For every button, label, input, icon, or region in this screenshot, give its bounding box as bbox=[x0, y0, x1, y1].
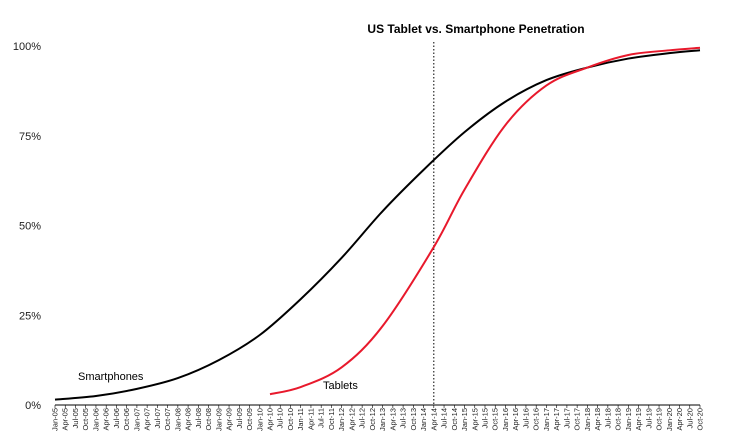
x-tick-label: Jan-14 bbox=[419, 408, 428, 431]
x-tick-label: Jul-14 bbox=[440, 408, 449, 428]
series-labels: Smartphones Tablets bbox=[78, 371, 358, 392]
x-tick-label: Apr-12 bbox=[347, 408, 356, 431]
x-tick-label: Jan-06 bbox=[91, 408, 100, 431]
x-tick-label: Oct-07 bbox=[163, 408, 172, 431]
x-tick-label: Oct-10 bbox=[286, 408, 295, 431]
x-tick-label: Oct-19 bbox=[655, 408, 664, 431]
x-tick-label: Apr-18 bbox=[593, 408, 602, 431]
series-line-tablets bbox=[269, 46, 701, 396]
x-tick-label: Oct-15 bbox=[491, 408, 500, 431]
x-tick-label: Jul-16 bbox=[521, 408, 530, 428]
x-tick-label: Jul-07 bbox=[153, 408, 162, 428]
x-tick-label: Jan-05 bbox=[51, 408, 60, 431]
x-tick-label: Oct-09 bbox=[245, 408, 254, 431]
x-tick-label: Oct-16 bbox=[532, 408, 541, 431]
x-tick-label: Jul-13 bbox=[399, 408, 408, 428]
x-tick-label: Oct-08 bbox=[204, 408, 213, 431]
x-tick-label: Jul-10 bbox=[276, 408, 285, 428]
x-tick-label: Jul-12 bbox=[358, 408, 367, 428]
x-tick-label: Oct-05 bbox=[81, 408, 90, 431]
x-tick-label: Apr-20 bbox=[675, 408, 684, 431]
y-tick-label: 50% bbox=[19, 221, 41, 233]
x-tick-label: Oct-11 bbox=[327, 408, 336, 430]
x-tick-label: Jan-09 bbox=[214, 408, 223, 431]
x-tick-label: Oct-20 bbox=[696, 408, 705, 431]
x-tick-label: Jan-19 bbox=[624, 408, 633, 431]
x-tick-label: Apr-14 bbox=[429, 408, 438, 431]
y-tick-label: 75% bbox=[19, 131, 41, 143]
x-tick-label: Jul-08 bbox=[194, 408, 203, 428]
x-tick-label: Jul-05 bbox=[71, 408, 80, 428]
x-tick-label: Apr-07 bbox=[143, 408, 152, 431]
x-tick-label: Jan-13 bbox=[378, 408, 387, 431]
x-tick-label: Apr-16 bbox=[511, 408, 520, 431]
x-tick-label: Jan-16 bbox=[501, 408, 510, 431]
x-tick-label: Jan-15 bbox=[460, 408, 469, 431]
x-tick-label: Jul-06 bbox=[112, 408, 121, 428]
x-tick-label: Apr-17 bbox=[552, 408, 561, 431]
x-tick-label: Jan-08 bbox=[173, 408, 182, 431]
x-tick-label: Jan-18 bbox=[583, 408, 592, 431]
x-tick-label: Jan-07 bbox=[132, 408, 141, 431]
x-tick-label: Apr-09 bbox=[225, 408, 234, 431]
x-tick-label: Jan-11 bbox=[296, 408, 305, 430]
x-tick-label: Apr-15 bbox=[470, 408, 479, 431]
series-line-smartphones bbox=[54, 49, 701, 401]
x-tick-label: Jul-15 bbox=[481, 408, 490, 428]
x-tick-label: Jul-20 bbox=[685, 408, 694, 428]
chart-title: US Tablet vs. Smartphone Penetration bbox=[367, 22, 584, 36]
x-tick-label: Apr-11 bbox=[306, 408, 315, 430]
y-tick-label: 25% bbox=[19, 310, 41, 322]
x-tick-label: Apr-10 bbox=[266, 408, 275, 431]
series-label-smartphones: Smartphones bbox=[78, 371, 144, 383]
x-tick-label: Jan-12 bbox=[337, 408, 346, 431]
x-tick-label: Oct-18 bbox=[614, 408, 623, 431]
x-tick-label: Jul-18 bbox=[603, 408, 612, 428]
x-axis: Jan-05 Apr-05 Jul-05 Oct-05 Jan-06 Apr-06 Jul-… bbox=[51, 404, 705, 431]
x-tick-label: Jul-09 bbox=[235, 408, 244, 428]
x-tick-label: Jan-17 bbox=[542, 408, 551, 431]
y-tick-label: 100% bbox=[13, 41, 41, 53]
x-tick-label: Oct-12 bbox=[368, 408, 377, 431]
x-tick-label: Jan-20 bbox=[665, 408, 674, 431]
series-lines bbox=[54, 46, 701, 401]
x-tick-label: Oct-13 bbox=[409, 408, 418, 431]
x-tick-label: Apr-13 bbox=[388, 408, 397, 431]
x-tick-label: Jul-19 bbox=[644, 408, 653, 428]
x-tick-label: Oct-14 bbox=[450, 408, 459, 431]
x-tick-label: Apr-06 bbox=[102, 408, 111, 431]
x-tick-label: Apr-05 bbox=[61, 408, 70, 431]
x-tick-label: Apr-08 bbox=[184, 408, 193, 431]
x-tick-label: Jul-17 bbox=[562, 408, 571, 428]
x-tick-label: Oct-06 bbox=[122, 408, 131, 431]
y-tick-label: 0% bbox=[25, 400, 41, 412]
x-tick-label: Jan-10 bbox=[255, 408, 264, 431]
x-tick-label: Apr-19 bbox=[634, 408, 643, 431]
x-tick-label: Oct-17 bbox=[573, 408, 582, 431]
x-tick-label: Jul-11 bbox=[317, 408, 326, 428]
series-label-tablets: Tablets bbox=[323, 380, 358, 392]
y-axis: 0% 25% 50% 75% 100% bbox=[13, 41, 41, 412]
